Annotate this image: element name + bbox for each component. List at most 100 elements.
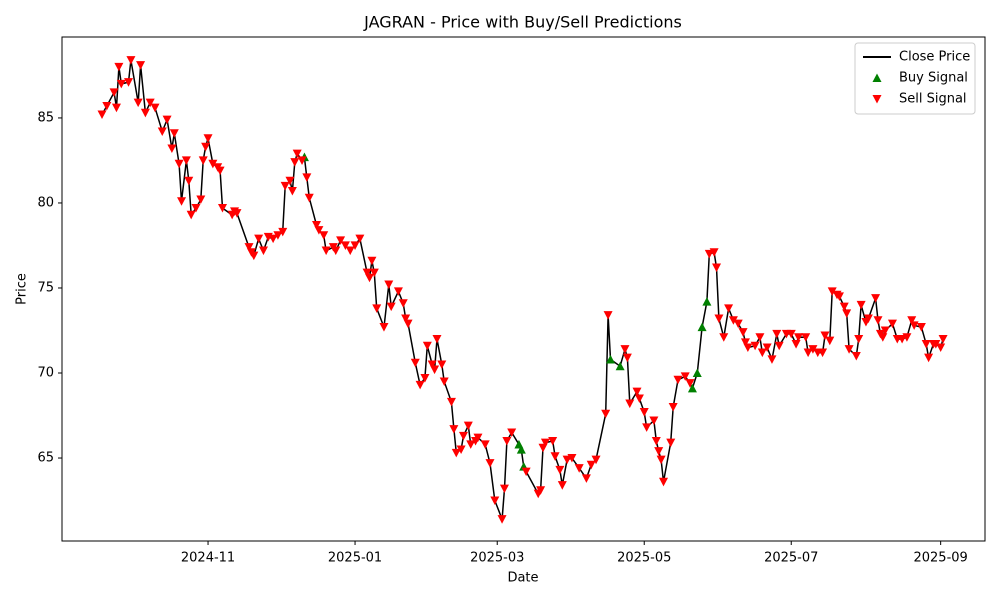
- legend-label: Close Price: [899, 50, 970, 65]
- buy-marker: [692, 368, 702, 378]
- x-tick-label: 2024-11: [181, 551, 235, 566]
- sell-marker: [581, 474, 591, 483]
- sell-marker: [311, 221, 321, 230]
- sell-marker: [709, 248, 719, 257]
- sell-marker: [620, 345, 630, 354]
- buy-marker: [702, 297, 712, 306]
- sell-marker: [386, 302, 396, 312]
- sell-marker: [680, 372, 690, 381]
- sell-marker: [801, 333, 811, 342]
- sell-marker: [285, 176, 295, 186]
- sell-marker: [490, 496, 500, 506]
- sell-marker: [350, 241, 360, 250]
- sell-marker: [422, 341, 432, 351]
- buy-marker: [615, 361, 625, 371]
- sell-marker: [420, 374, 430, 383]
- sell-marker: [793, 333, 803, 342]
- sell-marker: [733, 319, 743, 329]
- sell-marker: [174, 159, 184, 169]
- sell-marker: [367, 256, 377, 266]
- sell-marker: [521, 467, 531, 477]
- chart-title: JAGRAN - Price with Buy/Sell Predictions: [363, 13, 682, 32]
- sell-marker: [938, 334, 948, 344]
- sell-marker: [791, 340, 801, 349]
- y-tick-label: 65: [37, 451, 54, 466]
- sell-marker: [591, 455, 601, 465]
- sell-marker: [273, 231, 283, 240]
- sell-marker: [856, 300, 866, 310]
- sell-marker: [704, 249, 714, 259]
- sell-marker: [502, 436, 512, 446]
- sell-marker: [873, 316, 883, 325]
- sell-marker: [401, 314, 411, 324]
- sell-marker: [398, 299, 408, 308]
- sell-marker: [834, 292, 844, 301]
- sell-marker: [557, 481, 567, 490]
- sell-marker: [196, 195, 206, 205]
- sell-marker: [449, 425, 459, 434]
- sell-marker: [458, 431, 468, 441]
- sell-marker: [302, 173, 312, 182]
- sell-marker: [808, 345, 818, 354]
- sell-marker: [140, 108, 150, 118]
- sell-marker: [278, 227, 288, 237]
- sell-marker: [897, 334, 907, 344]
- sell-marker: [902, 333, 912, 342]
- sell-marker: [738, 328, 748, 337]
- sell-marker: [201, 142, 211, 152]
- buy-marker: [697, 322, 707, 332]
- sell-marker: [825, 336, 835, 346]
- sell-marker: [136, 61, 146, 70]
- sell-marker: [384, 280, 394, 290]
- sell-marker: [432, 334, 442, 344]
- sell-marker: [909, 321, 919, 330]
- sell-marker: [297, 156, 307, 165]
- sell-marker: [218, 204, 228, 213]
- sell-marker: [574, 464, 584, 473]
- sell-marker: [536, 486, 546, 495]
- legend: Close Price Buy Signal Sell Signal: [854, 42, 976, 115]
- sell-marker: [622, 353, 632, 363]
- sell-marker: [427, 360, 437, 369]
- sell-marker: [456, 445, 466, 455]
- sell-marker: [803, 348, 813, 358]
- sell-marker: [550, 452, 560, 461]
- sell-marker: [649, 416, 659, 426]
- sell-marker: [116, 79, 126, 89]
- x-tick-label: 2025-05: [617, 551, 671, 566]
- y-axis-label: Price: [15, 273, 30, 305]
- sell-marker: [673, 375, 683, 385]
- sell-marker: [685, 379, 695, 388]
- sell-marker: [548, 436, 558, 446]
- sell-marker: [728, 316, 738, 325]
- sell-marker: [430, 365, 440, 375]
- sell-marker: [887, 319, 897, 329]
- sell-marker: [258, 246, 268, 256]
- sell-marker: [878, 333, 888, 342]
- x-tick-label: 2025-01: [328, 551, 382, 566]
- sell-marker: [871, 294, 881, 303]
- sell-marker: [410, 358, 420, 368]
- sell-marker: [757, 348, 767, 358]
- sell-marker: [111, 103, 121, 113]
- sell-marker: [365, 273, 375, 283]
- sell-marker: [480, 440, 490, 449]
- sell-marker: [601, 409, 611, 419]
- sell-marker: [936, 343, 946, 352]
- sell-marker: [184, 176, 194, 186]
- y-tick-label: 70: [37, 366, 54, 381]
- sell-marker: [249, 251, 259, 261]
- sell-marker: [762, 343, 772, 352]
- sell-marker: [786, 329, 796, 339]
- sell-marker: [473, 433, 483, 443]
- sell-marker: [499, 484, 509, 494]
- sell-marker: [863, 314, 873, 324]
- sell-marker: [851, 351, 861, 361]
- sell-marker: [232, 209, 242, 218]
- buy-marker: [605, 354, 615, 364]
- sell-marker: [446, 397, 456, 407]
- sell-marker: [97, 110, 107, 120]
- sell-marker: [198, 156, 208, 165]
- sell-marker: [844, 345, 854, 354]
- sell-marker: [567, 453, 577, 463]
